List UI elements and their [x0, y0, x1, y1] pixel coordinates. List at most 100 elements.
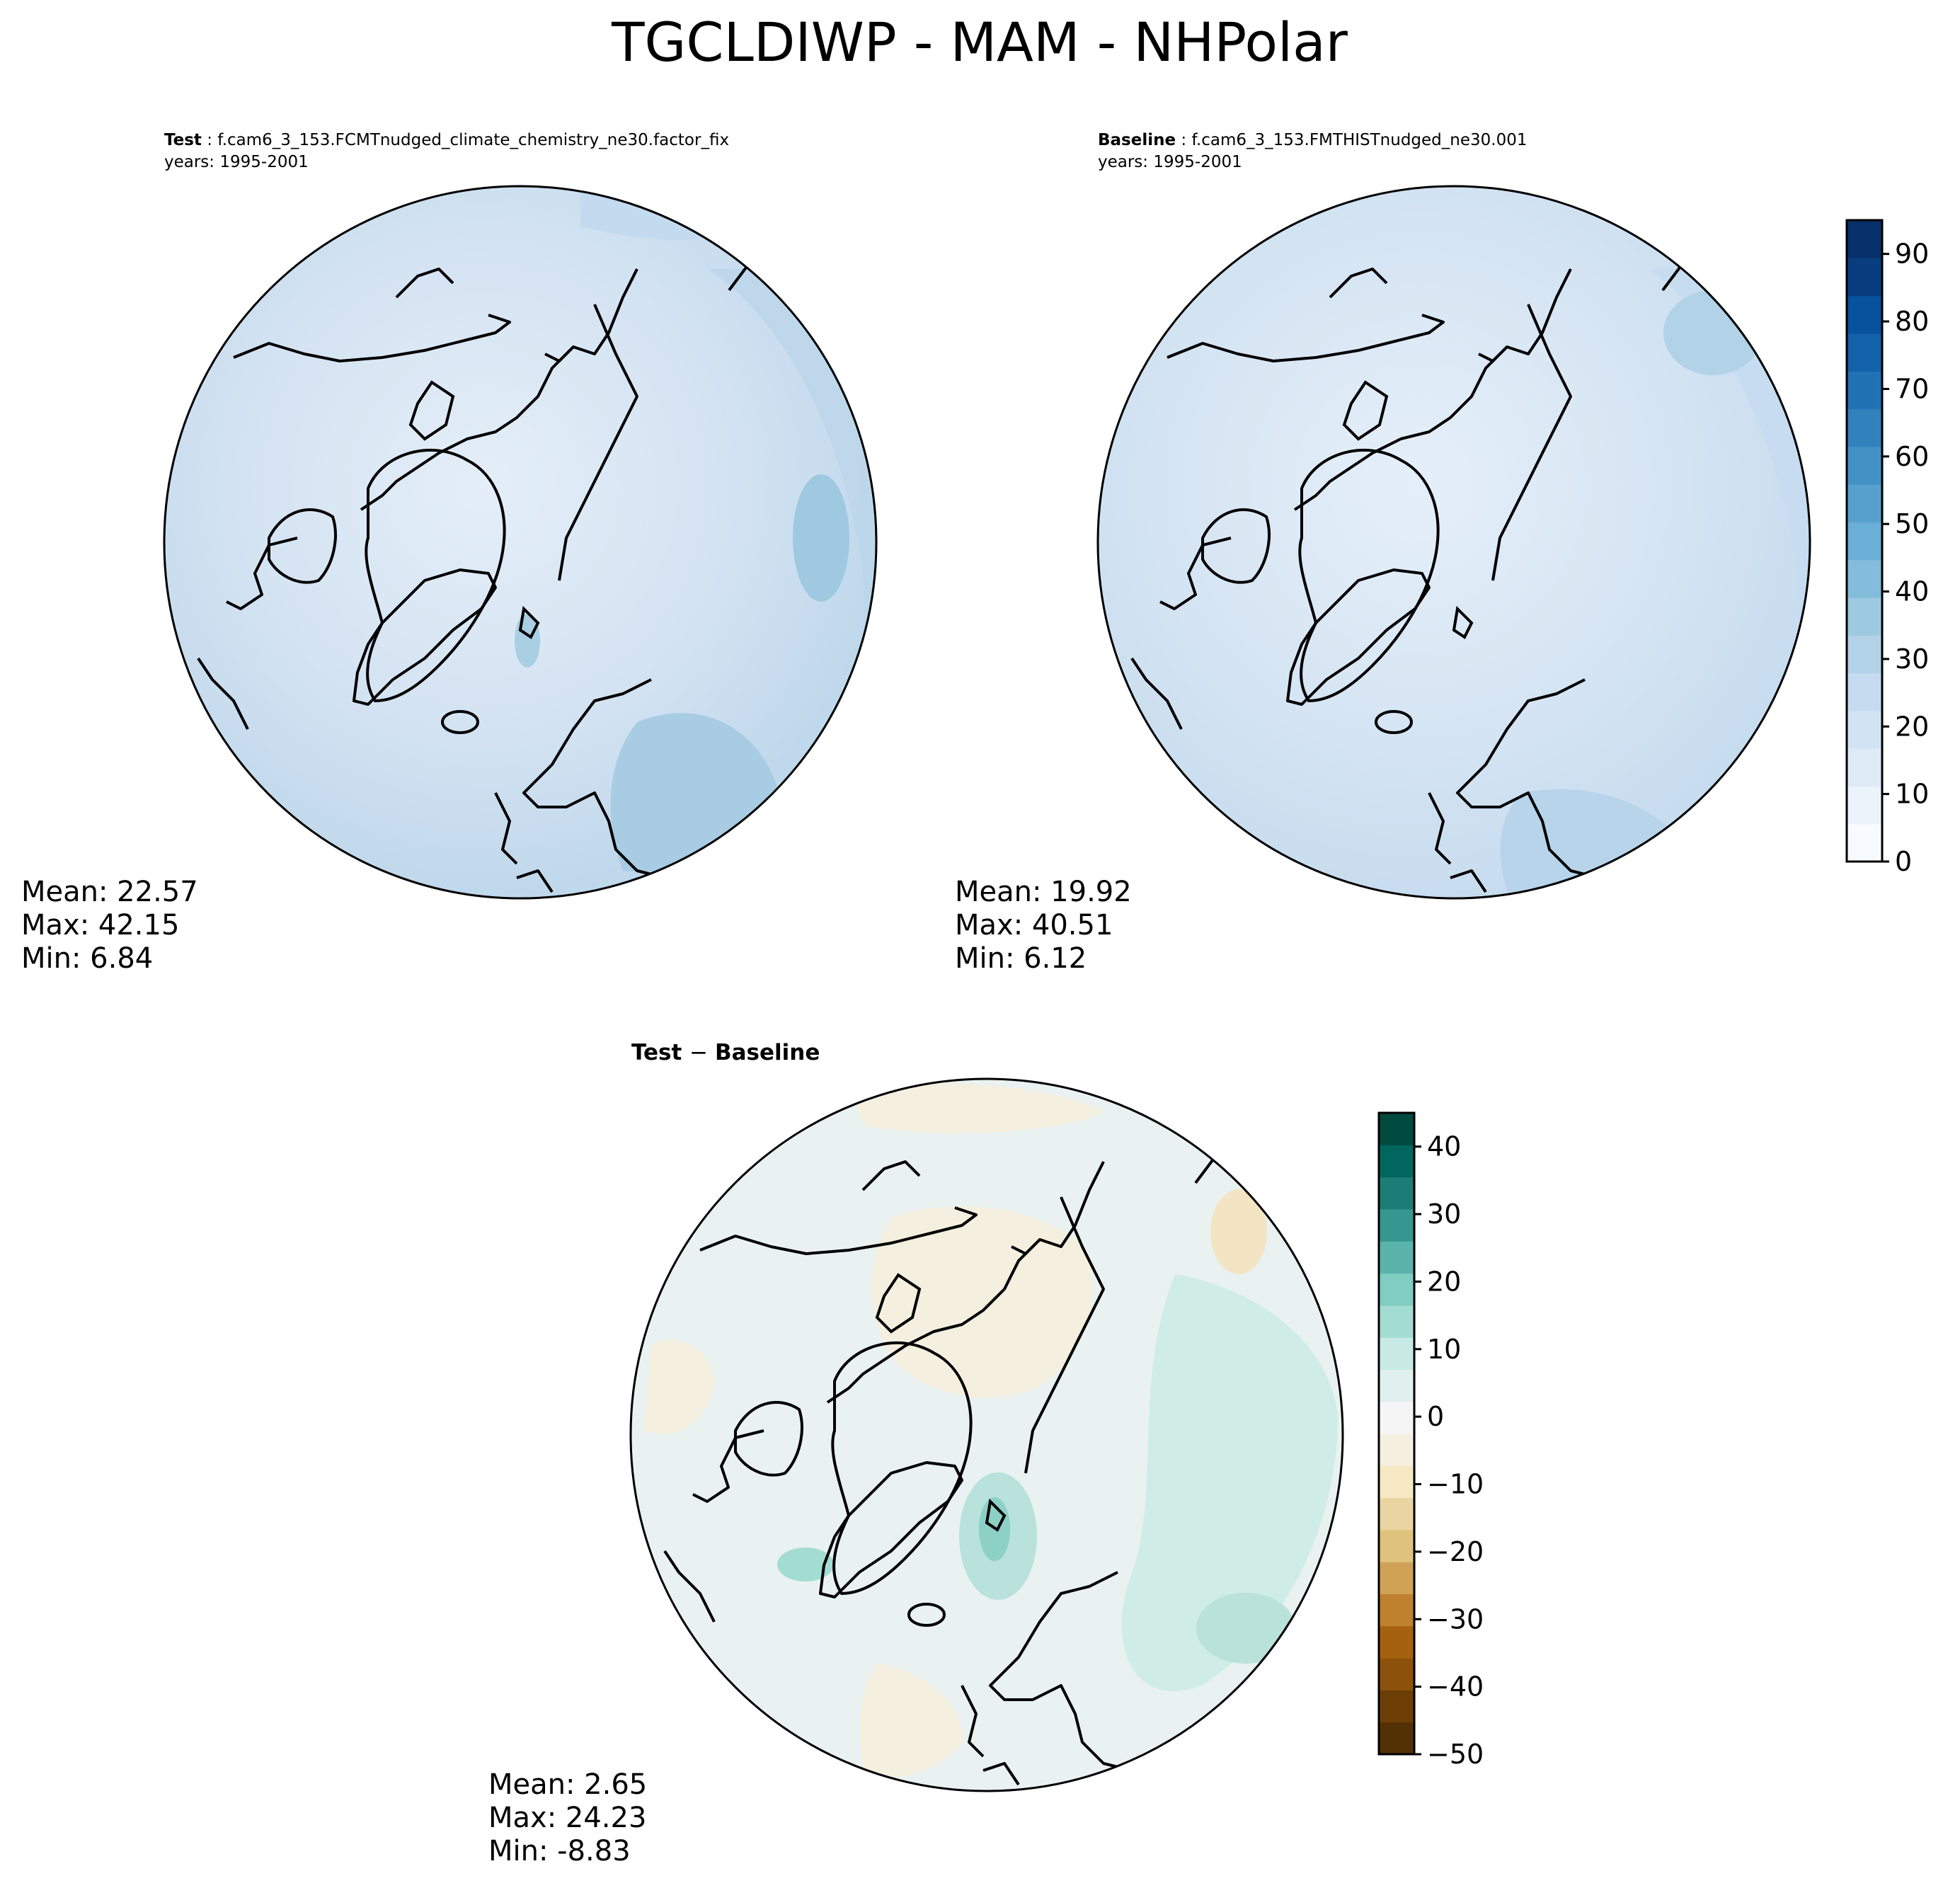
blues-colorbar-fill	[1847, 220, 1882, 862]
baseline-years: years: 1995-2001	[1098, 153, 1242, 171]
baseline-panel: Baseline : f.cam6_3_153.FMTHISTnudged_ne…	[955, 131, 1811, 975]
brbg-colorbar-segment	[1379, 1690, 1414, 1723]
brbg-colorbar-segment	[1379, 1241, 1414, 1274]
diff-map-negative-north	[849, 1083, 1104, 1133]
blues-colorbar-segment	[1847, 673, 1882, 711]
brbg-colorbar-segment	[1379, 1401, 1414, 1434]
baseline-case-name: : f.cam6_3_153.FMTHISTnudged_ne30.001	[1181, 131, 1527, 149]
brbg-colorbar-fill	[1379, 1113, 1414, 1755]
test-map-high-east	[708, 269, 876, 892]
blues-colorbar-segment	[1847, 597, 1882, 636]
baseline-map-land	[1201, 380, 1474, 703]
diff-title-test: Test	[631, 1040, 682, 1065]
blues-colorbar-segment	[1847, 484, 1882, 522]
diff-map-positive-spot-west	[777, 1547, 834, 1581]
brbg-colorbar-segment	[1379, 1305, 1414, 1338]
blues-colorbar-tick-label: 30	[1895, 643, 1929, 675]
brbg-colorbar-segment	[1379, 1145, 1414, 1178]
test-case-name: : f.cam6_3_153.FCMTnudged_climate_chemis…	[207, 131, 729, 149]
brbg-colorbar-segment	[1379, 1722, 1414, 1755]
brbg-colorbar-frame	[1377, 1111, 1416, 1756]
brbg-colorbar-tick-label: −30	[1427, 1603, 1484, 1635]
blues-colorbar-tick-label: 0	[1895, 846, 1912, 877]
baseline-map	[1098, 186, 1810, 898]
diff-map-coastlines	[663, 1111, 1232, 1786]
diff-map-negative-spot-northeast	[1210, 1189, 1267, 1274]
diff-mean: Mean: 2.65	[488, 1768, 647, 1801]
baseline-min: Min: 6.12	[955, 942, 1087, 975]
brbg-colorbar-tick-label: −20	[1427, 1536, 1484, 1567]
test-years: years: 1995-2001	[164, 153, 309, 171]
blues-colorbar-segment	[1847, 446, 1882, 485]
baseline-map-boundary	[1096, 185, 1811, 900]
blues-colorbar: 0 10 20 30 40 50 60 70 80 90	[1845, 219, 1929, 877]
brbg-colorbar-tick-label: 0	[1427, 1401, 1444, 1432]
test-min: Min: 6.84	[21, 942, 153, 975]
brbg-colorbar-segment	[1379, 1434, 1414, 1466]
baseline-map-field	[1098, 186, 1810, 898]
test-map-land	[268, 380, 540, 703]
diff-map-negative-west	[644, 1339, 715, 1435]
brbg-colorbar-segment	[1379, 1497, 1414, 1531]
blues-colorbar-segment	[1847, 823, 1882, 862]
diff-max: Max: 24.23	[488, 1802, 646, 1834]
blues-colorbar-segment	[1847, 786, 1882, 825]
brbg-colorbar-ticks: −50 −40 −30 −20 −10 0 10 20 30 40	[1414, 1131, 1484, 1770]
test-map-coastlines	[197, 218, 766, 893]
diff-map-boundary	[629, 1077, 1344, 1792]
brbg-colorbar-segment	[1379, 1369, 1414, 1402]
blues-colorbar-segment	[1847, 710, 1882, 749]
brbg-colorbar-segment	[1379, 1625, 1414, 1659]
test-map	[164, 186, 876, 898]
blues-colorbar-tick-label: 20	[1895, 711, 1929, 742]
brbg-colorbar-segment	[1379, 1337, 1414, 1370]
blues-colorbar-segment	[1847, 748, 1882, 787]
diff-title: Test − Baseline	[631, 1040, 820, 1065]
test-panel: Test : f.cam6_3_153.FCMTnudged_climate_c…	[21, 131, 878, 975]
diff-map-positive-east	[1121, 1274, 1338, 1692]
brbg-colorbar-segment	[1379, 1658, 1414, 1690]
diff-map-land	[734, 1273, 1007, 1596]
blues-colorbar-tick-label: 10	[1895, 779, 1929, 810]
blues-colorbar-tick-label: 90	[1895, 239, 1929, 270]
brbg-colorbar-tick-label: −10	[1427, 1469, 1484, 1500]
blues-colorbar-segment	[1847, 522, 1882, 561]
baseline-map-high-northeast	[1663, 290, 1763, 375]
brbg-colorbar-tick-label: 30	[1427, 1198, 1461, 1230]
brbg-colorbar-segment	[1379, 1177, 1414, 1210]
brbg-colorbar-segment	[1379, 1529, 1414, 1562]
blues-colorbar-segment	[1847, 333, 1882, 372]
brbg-colorbar-tick-label: −50	[1427, 1739, 1484, 1770]
brbg-colorbar-segment	[1379, 1113, 1414, 1145]
blues-colorbar-frame	[1845, 219, 1884, 863]
test-case-line: Test : f.cam6_3_153.FCMTnudged_climate_c…	[164, 131, 729, 149]
brbg-colorbar-tick-label: 20	[1427, 1266, 1461, 1297]
test-map-boundary	[163, 185, 878, 900]
blues-colorbar-segment	[1847, 295, 1882, 334]
diff-panel: Test − Baseline	[488, 1040, 1344, 1867]
brbg-colorbar: −50 −40 −30 −20 −10 0 10 20 30 40	[1377, 1111, 1484, 1770]
brbg-colorbar-segment	[1379, 1562, 1414, 1595]
test-label: Test	[164, 131, 202, 149]
diff-map-negative-south	[860, 1664, 963, 1777]
blues-colorbar-segment	[1847, 220, 1882, 258]
blues-colorbar-tick-label: 40	[1895, 576, 1929, 607]
baseline-map-high-east	[1642, 269, 1810, 892]
blues-colorbar-segment	[1847, 635, 1882, 674]
brbg-colorbar-segment	[1379, 1465, 1414, 1499]
brbg-colorbar-segment	[1379, 1208, 1414, 1242]
diff-title-sep: −	[689, 1040, 715, 1065]
blues-colorbar-tick-label: 60	[1895, 441, 1929, 472]
blues-colorbar-tick-label: 50	[1895, 508, 1929, 539]
brbg-colorbar-tick-label: −40	[1427, 1671, 1484, 1703]
blues-colorbar-tick-label: 80	[1895, 306, 1929, 337]
brbg-colorbar-tick-label: 10	[1427, 1334, 1461, 1365]
blues-colorbar-segment	[1847, 408, 1882, 447]
brbg-colorbar-segment	[1379, 1594, 1414, 1627]
diff-map	[631, 1079, 1343, 1791]
test-max: Max: 42.15	[21, 909, 179, 942]
baseline-case-line: Baseline : f.cam6_3_153.FMTHISTnudged_ne…	[1098, 131, 1527, 149]
brbg-colorbar-segment	[1379, 1273, 1414, 1306]
diff-min: Min: -8.83	[488, 1835, 631, 1867]
